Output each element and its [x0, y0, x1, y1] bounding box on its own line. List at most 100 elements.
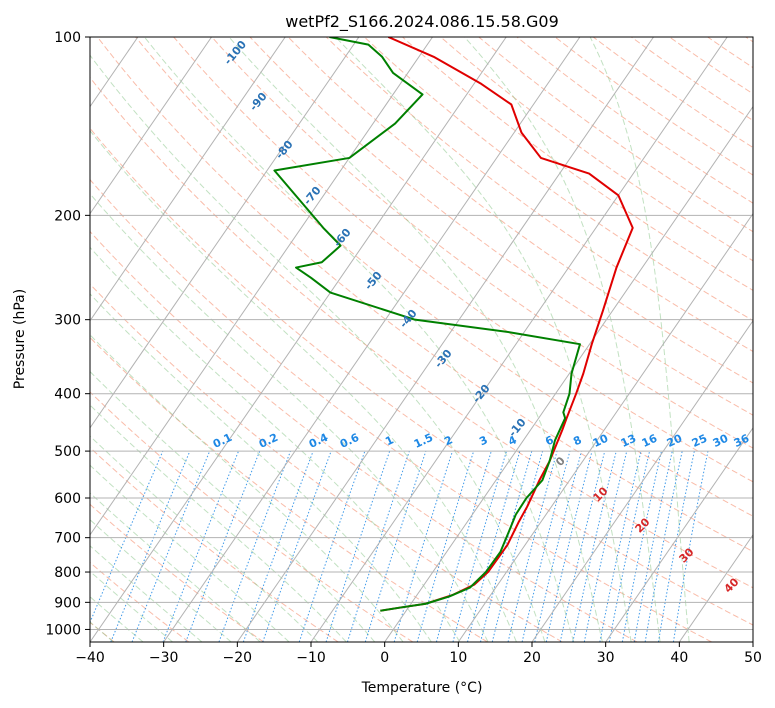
dry-adiabat-line [90, 283, 563, 642]
moist-adiabat-line [90, 130, 517, 642]
x-tick-label: 10 [449, 650, 467, 666]
mixing-ratio-label: 30 [711, 432, 731, 450]
mixing-ratio-line [110, 450, 191, 642]
isotherm-label: -70 [301, 184, 324, 208]
mixing-ratio-label: 10 [591, 432, 611, 450]
moist-adiabat-line [90, 54, 546, 642]
mixing-ratio-label: 1.5 [412, 431, 435, 451]
isotherm-label: -60 [331, 226, 354, 250]
moist-adiabat-line [228, 37, 603, 642]
mixing-ratio-line [583, 450, 628, 642]
isotherm-line [678, 534, 753, 642]
mixing-ratio-line [507, 450, 558, 642]
dry-adiabat-line [173, 37, 753, 483]
mixing-ratio-line [393, 450, 453, 642]
x-tick-label: −20 [223, 650, 253, 666]
dry-adiabat-line [440, 37, 753, 262]
isotherm-label: -50 [362, 269, 385, 293]
isotherm-line [752, 641, 753, 642]
dry-adiabat-line [478, 37, 753, 233]
isotherm-line [531, 319, 753, 642]
isotherm-label: -30 [432, 347, 455, 371]
y-tick-label: 1000 [45, 622, 81, 638]
moist-adiabat-line [335, 37, 632, 642]
dry-adiabat-line [325, 37, 753, 353]
mixing-ratio-line [480, 450, 533, 642]
moist-adiabat-line [90, 370, 376, 642]
moist-adiabat-line [90, 193, 489, 642]
mixing-ratio-label: 0.4 [307, 431, 330, 451]
x-tick-label: −30 [149, 650, 179, 666]
mixing-ratio-line [298, 450, 366, 642]
mixing-ratio-line [364, 450, 427, 642]
dry-adiabat-line [90, 391, 414, 642]
mixing-ratio-label: 0.6 [338, 431, 361, 451]
dry-adiabat-line [97, 37, 753, 553]
dry-adiabat-label: 0 [553, 454, 568, 469]
mixing-ratio-line [672, 451, 709, 642]
x-tick-label: 0 [380, 650, 389, 666]
mixing-ratio-line [262, 450, 332, 642]
dry-adiabat-line [364, 37, 753, 322]
moist-adiabat-line [90, 519, 232, 642]
moist-adiabat-line [90, 246, 461, 642]
y-tick-label: 600 [54, 491, 81, 507]
mixing-ratio-line [416, 450, 475, 642]
dry-adiabat-line [90, 336, 488, 642]
mixing-ratio-line [521, 450, 571, 642]
moist-adiabat-line [90, 334, 404, 642]
moist-adiabat-line [589, 37, 690, 642]
mixing-ratio-line [452, 450, 507, 642]
mixing-ratio-line [185, 450, 261, 642]
isotherm-line [90, 37, 360, 429]
series-lines [273, 37, 634, 612]
mixing-ratio-label: 0.1 [211, 431, 234, 451]
isotherm-line [163, 37, 581, 642]
mixing-ratio-line [572, 450, 617, 642]
mixing-ratio-label: 13 [619, 432, 638, 450]
mixing-ratio-line [608, 450, 651, 642]
mixing-ratio-line [633, 450, 673, 642]
y-tick-label: 100 [54, 30, 81, 46]
mixing-ratio-line [346, 450, 410, 642]
y-tick-label: 800 [54, 565, 81, 581]
mixing-ratio-line [131, 450, 211, 642]
dry-adiabat-line [90, 76, 753, 589]
isotherm-line [90, 37, 507, 642]
moist-adiabat-line [90, 570, 173, 642]
mixing-ratio-label: 20 [665, 432, 685, 450]
chart-title: wetPf2_S166.2024.086.15.58.G09 [285, 12, 559, 32]
x-tick-label: 50 [744, 650, 762, 666]
dry-adiabat-line [402, 37, 753, 291]
moist-adiabat-line [90, 404, 347, 642]
dry-adiabat-line [287, 37, 753, 384]
moist-adiabat-line [90, 435, 319, 642]
isotherm-label: -90 [247, 90, 270, 114]
x-tick-label: −40 [75, 650, 105, 666]
mixing-ratio-line [621, 450, 662, 642]
mixing-ratio-line [545, 450, 593, 642]
dry-adiabat-line [90, 127, 753, 626]
dry-adiabat-line [90, 230, 638, 642]
mixing-ratio-line [467, 450, 521, 642]
isotherm-label: -80 [273, 138, 296, 162]
temperature-profile-line [380, 37, 634, 612]
mixing-ratio-label: 8 [571, 433, 583, 448]
moist-adiabat-line [464, 37, 661, 642]
moist-adiabat-line [90, 293, 432, 642]
dry-adiabat-line [90, 446, 339, 642]
mixing-ratio-line [325, 450, 391, 642]
y-tick-label: 400 [54, 387, 81, 403]
moist-adiabat-line [90, 596, 144, 642]
x-axis-label: Temperature (°C) [361, 680, 483, 696]
dry-adiabat-line [249, 37, 753, 416]
isotherm-line [90, 37, 212, 215]
mixing-ratio-line [534, 450, 582, 642]
isotherm-line [90, 37, 433, 536]
mixing-ratio-label: 25 [690, 432, 709, 450]
x-tick-label: 30 [597, 650, 615, 666]
plot-frame [89, 36, 754, 643]
moist-adiabat-line [90, 492, 261, 642]
mixing-ratio-line [218, 450, 291, 642]
